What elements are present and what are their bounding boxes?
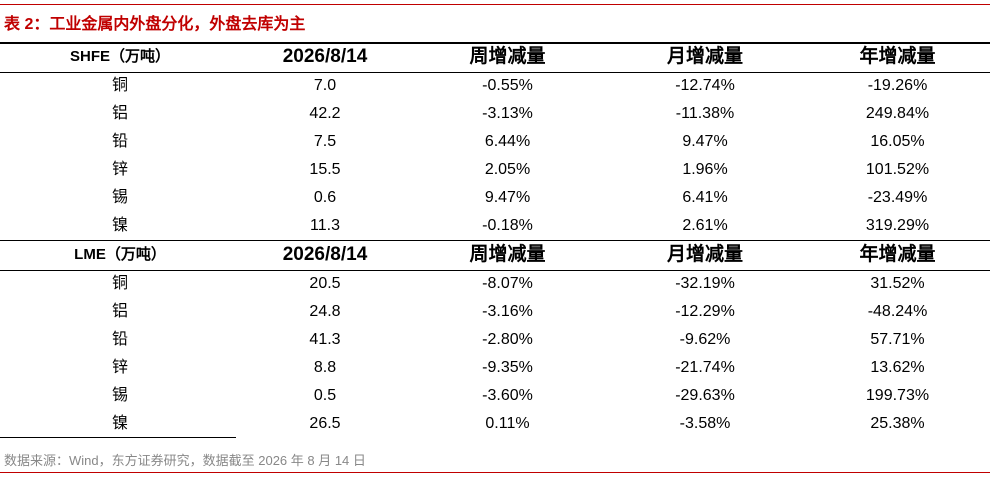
cell: 锌 xyxy=(111,161,128,178)
cell: 42.2 xyxy=(309,105,341,122)
cell: 6.44% xyxy=(484,133,531,150)
header-cell: 年增减量 xyxy=(859,46,936,67)
cell: 7.5 xyxy=(313,133,337,150)
bottom-rule xyxy=(0,472,990,473)
rule-line xyxy=(0,72,990,73)
rule-line xyxy=(0,270,990,271)
cell: 20.5 xyxy=(309,275,341,292)
cell: 铜 xyxy=(111,77,128,94)
cell: 57.71% xyxy=(870,331,925,348)
cell: -3.58% xyxy=(679,415,731,432)
cell: 11.3 xyxy=(310,217,340,234)
cell: -21.74% xyxy=(675,359,735,376)
cell: 0.6 xyxy=(313,189,337,206)
rule-line xyxy=(0,42,990,44)
top-rule xyxy=(0,4,990,5)
header-cell: 月增减量 xyxy=(666,46,743,67)
cell: 2.05% xyxy=(484,161,531,178)
cell: -11.38% xyxy=(675,105,735,122)
rule-line xyxy=(0,240,990,241)
header-cell: 月增减量 xyxy=(666,244,743,265)
cell: -9.62% xyxy=(679,331,731,348)
cell: 锡 xyxy=(111,387,128,404)
cell: 9.47% xyxy=(682,133,728,150)
cell: 15.5 xyxy=(309,161,341,178)
header-cell: 周增减量 xyxy=(469,244,546,265)
cell: 铅 xyxy=(111,133,128,150)
cell: -3.16% xyxy=(482,303,533,320)
cell: -12.29% xyxy=(675,303,735,320)
cell: -32.19% xyxy=(675,275,735,292)
cell: 31.52% xyxy=(870,275,925,292)
cell: 25.38% xyxy=(870,415,925,432)
cell: -29.63% xyxy=(675,387,735,404)
header-cell: 2026/8/14 xyxy=(282,244,368,265)
cell: 铝 xyxy=(111,105,128,122)
cell: -12.74% xyxy=(675,77,735,94)
title: 表 2：工业金属内外盘分化，外盘去库为主 xyxy=(4,16,306,33)
cell: 6.41% xyxy=(682,189,728,206)
cell: -3.60% xyxy=(482,387,533,404)
cell: 8.8 xyxy=(313,359,337,376)
cell: 锡 xyxy=(111,189,128,206)
cell: -3.13% xyxy=(482,105,533,122)
cell: -48.24% xyxy=(867,303,928,320)
cell: -19.26% xyxy=(867,77,928,94)
cell: -0.55% xyxy=(482,77,533,94)
rule-line xyxy=(0,437,236,438)
cell: 铅 xyxy=(111,331,128,348)
cell: 7.0 xyxy=(313,77,337,94)
cell: 锌 xyxy=(111,359,128,376)
cell: 199.73% xyxy=(865,387,930,404)
cell: 铝 xyxy=(111,303,128,320)
cell: 镍 xyxy=(111,415,128,432)
cell: 铜 xyxy=(111,275,128,292)
cell: -23.49% xyxy=(867,189,928,206)
header-cell: 年增减量 xyxy=(859,244,936,265)
cell: -9.35% xyxy=(482,359,533,376)
cell: 41.3 xyxy=(309,331,341,348)
cell: 26.5 xyxy=(309,415,341,432)
cell: -0.18% xyxy=(482,217,533,234)
header-cell: SHFE（万吨） xyxy=(69,48,170,65)
cell: 13.62% xyxy=(870,359,925,376)
cell: 1.96% xyxy=(682,161,728,178)
source: 数据来源：Wind，东方证券研究，数据截至 2026 年 8 月 14 日 xyxy=(4,453,366,468)
cell: 2.61% xyxy=(682,217,728,234)
cell: 0.5 xyxy=(313,387,337,404)
cell: 9.47% xyxy=(484,189,531,206)
header-cell: 周增减量 xyxy=(469,46,546,67)
cell: 镍 xyxy=(111,217,128,234)
cell: 249.84% xyxy=(865,105,930,122)
cell: -2.80% xyxy=(482,331,533,348)
cell: 16.05% xyxy=(870,133,925,150)
cell: 101.52% xyxy=(865,161,930,178)
header-cell: LME（万吨） xyxy=(74,246,166,263)
cell: 319.29% xyxy=(865,217,930,234)
cell: -8.07% xyxy=(482,275,533,292)
cell: 24.8 xyxy=(309,303,341,320)
header-cell: 2026/8/14 xyxy=(282,46,368,67)
cell: 0.11% xyxy=(485,415,530,432)
